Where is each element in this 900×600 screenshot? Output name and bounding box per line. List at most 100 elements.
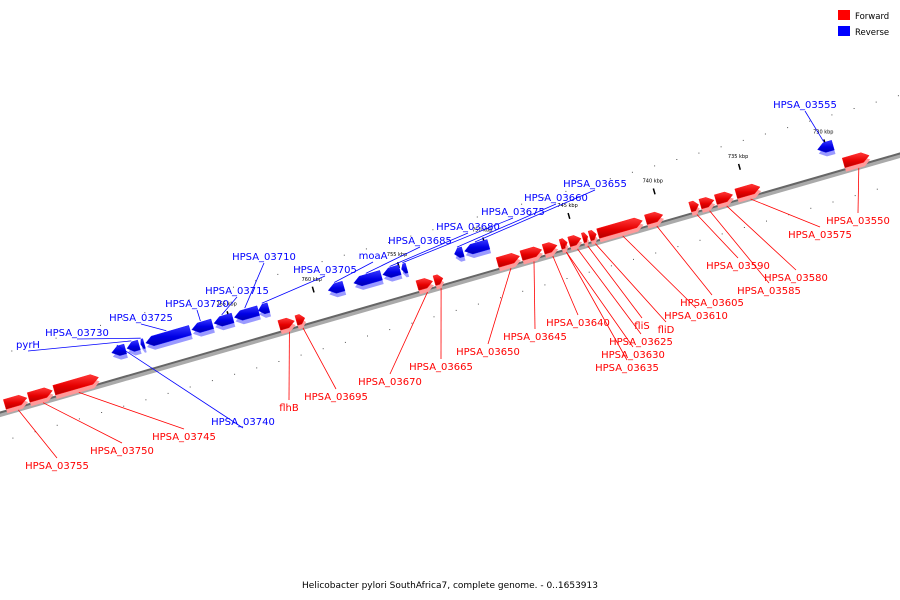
gene-arrow-HPSA_03645[interactable] <box>519 246 543 261</box>
gene-label-pyrH[interactable]: pyrH <box>16 340 40 351</box>
gene-arrow-HPSA_03715[interactable] <box>213 312 235 327</box>
gene-arrow-HPSA_03650[interactable] <box>495 253 520 268</box>
gene-arrow-HPSA_03740[interactable] <box>111 343 127 356</box>
gene-arrow-HPSA_03695[interactable] <box>294 314 306 326</box>
gene-label-HPSA_03635[interactable]: HPSA_03635 <box>595 363 659 374</box>
guide-dot <box>566 278 568 279</box>
gene-label-HPSA_03715[interactable]: HPSA_03715 <box>205 286 269 297</box>
gene-label-HPSA_03710[interactable]: HPSA_03710 <box>232 252 296 263</box>
guide-dot <box>77 331 79 333</box>
guide-dot <box>233 286 234 288</box>
gene-label-fliD[interactable]: fliD <box>658 325 675 336</box>
guide-dot <box>831 114 833 116</box>
guide-dot <box>256 367 258 369</box>
gene-label-HPSA_03730[interactable]: HPSA_03730 <box>45 328 109 339</box>
leader-HPSA_03580 <box>726 205 797 271</box>
gene-arrow-HPSA_03730[interactable] <box>140 338 146 350</box>
tick-mark <box>567 212 571 220</box>
gene-arrow-HPSA_03655[interactable] <box>464 239 491 255</box>
gene-arrow-HPSA_03705[interactable] <box>258 302 271 315</box>
tick-label: 730 kbp <box>813 130 833 136</box>
legend-reverse-swatch <box>838 26 850 36</box>
gene-arrow-HPSA_03555[interactable] <box>817 140 835 153</box>
gene-label-HPSA_03575[interactable]: HPSA_03575 <box>788 230 852 241</box>
gene-arrow-HPSA_03580[interactable] <box>714 191 734 205</box>
gene-label-HPSA_03750[interactable]: HPSA_03750 <box>90 446 154 457</box>
guide-dot <box>11 350 13 352</box>
gene-arrow-HPSA_03675[interactable] <box>401 262 409 274</box>
gene-label-HPSA_03685[interactable]: HPSA_03685 <box>388 236 452 247</box>
gene-arrow-fliD[interactable] <box>587 230 597 242</box>
gene-arrow-HPSA_03720[interactable] <box>191 318 214 333</box>
gene-label-HPSA_03755[interactable]: HPSA_03755 <box>25 461 89 472</box>
gene-arrow-HPSA_03685[interactable] <box>353 270 383 287</box>
gene-arrow-HPSA_03670[interactable] <box>415 278 434 291</box>
gene-label-HPSA_03655[interactable]: HPSA_03655 <box>563 179 627 190</box>
guide-dot <box>565 190 567 192</box>
gene-label-moaA[interactable]: moaA <box>359 251 388 262</box>
gene-label-HPSA_03720[interactable]: HPSA_03720 <box>165 299 229 310</box>
gene-label-HPSA_03670[interactable]: HPSA_03670 <box>358 377 422 388</box>
leader-HPSA_03590 <box>696 214 739 259</box>
leader-HPSA_03550 <box>857 167 860 214</box>
gene-arrow-HPSA_03710[interactable] <box>234 305 260 321</box>
gene-arrow-HPSA_03590[interactable] <box>688 200 699 213</box>
gene-label-HPSA_03705[interactable]: HPSA_03705 <box>293 265 357 276</box>
gene-arrow-HPSA_03745[interactable] <box>52 374 99 396</box>
gene-label-HPSA_03590[interactable]: HPSA_03590 <box>706 261 770 272</box>
gene-label-HPSA_03555[interactable]: HPSA_03555 <box>773 100 837 111</box>
gene-arrow-HPSA_03575[interactable] <box>734 183 761 199</box>
gene-arrow-HPSA_03725[interactable] <box>145 325 192 347</box>
guide-dot <box>388 242 390 243</box>
gene-arrow-HPSA_03755[interactable] <box>3 394 28 410</box>
gene-label-HPSA_03630[interactable]: HPSA_03630 <box>601 350 665 361</box>
gene-arrow-HPSA_03680[interactable] <box>382 264 402 278</box>
gene-label-HPSA_03585[interactable]: HPSA_03585 <box>737 286 801 297</box>
gene-features <box>3 140 871 414</box>
gene-label-HPSA_03665[interactable]: HPSA_03665 <box>409 362 473 373</box>
gene-arrow-flhB[interactable] <box>277 317 295 331</box>
gene-label-fliS[interactable]: fliS <box>634 321 649 332</box>
gene-arrow-HPSA_03605[interactable] <box>644 211 664 225</box>
gene-label-HPSA_03725[interactable]: HPSA_03725 <box>109 313 173 324</box>
gene-label-HPSA_03640[interactable]: HPSA_03640 <box>546 318 610 329</box>
gene-label-HPSA_03610[interactable]: HPSA_03610 <box>664 311 728 322</box>
gene-label-HPSA_03625[interactable]: HPSA_03625 <box>609 337 673 348</box>
leader-HPSA_03725 <box>140 323 167 332</box>
leader-HPSA_03655 <box>474 189 596 243</box>
gene-label-HPSA_03745[interactable]: HPSA_03745 <box>152 432 216 443</box>
guide-dot <box>498 210 500 212</box>
leader-HPSA_03750 <box>42 402 123 444</box>
gene-arrow-HPSA_03640[interactable] <box>541 242 558 255</box>
guide-dot <box>832 201 834 203</box>
gene-arrow-HPSA_03635[interactable] <box>560 238 566 249</box>
gene-label-HPSA_03740[interactable]: HPSA_03740 <box>211 417 275 428</box>
gene-label-HPSA_03680[interactable]: HPSA_03680 <box>436 222 500 233</box>
gene-arrow-HPSA_03625[interactable] <box>567 235 582 247</box>
gene-label-HPSA_03695[interactable]: HPSA_03695 <box>304 392 368 403</box>
gene-label-flhB[interactable]: flhB <box>279 403 299 414</box>
gene-label-HPSA_03550[interactable]: HPSA_03550 <box>826 216 890 227</box>
guide-dot <box>875 101 877 103</box>
gene-label-HPSA_03605[interactable]: HPSA_03605 <box>680 298 744 309</box>
gene-arrow-HPSA_03585[interactable] <box>698 197 715 210</box>
guide-dot <box>677 246 679 248</box>
gene-arrow-moaA[interactable] <box>327 280 346 294</box>
gene-arrow-HPSA_03660[interactable] <box>454 246 465 258</box>
gene-label-HPSA_03675[interactable]: HPSA_03675 <box>481 207 545 218</box>
gene-arrow-HPSA_03665[interactable] <box>432 274 444 286</box>
gene-arrow-pyrH[interactable] <box>126 339 141 352</box>
guide-dot <box>477 303 479 305</box>
gene-label-HPSA_03660[interactable]: HPSA_03660 <box>524 193 588 204</box>
guide-dot <box>610 265 612 267</box>
guide-dot <box>698 152 700 154</box>
gene-label-HPSA_03580[interactable]: HPSA_03580 <box>764 273 828 284</box>
gene-label-HPSA_03645[interactable]: HPSA_03645 <box>503 332 567 343</box>
gene-arrow-HPSA_03550[interactable] <box>841 152 870 168</box>
gene-arrow-fliS[interactable] <box>581 232 589 244</box>
gene-arrow-HPSA_03610[interactable] <box>596 217 643 239</box>
gene-arrow-HPSA_03750[interactable] <box>26 387 53 403</box>
tick-label: 760 kbp <box>302 277 322 283</box>
gene-label-HPSA_03650[interactable]: HPSA_03650 <box>456 347 520 358</box>
